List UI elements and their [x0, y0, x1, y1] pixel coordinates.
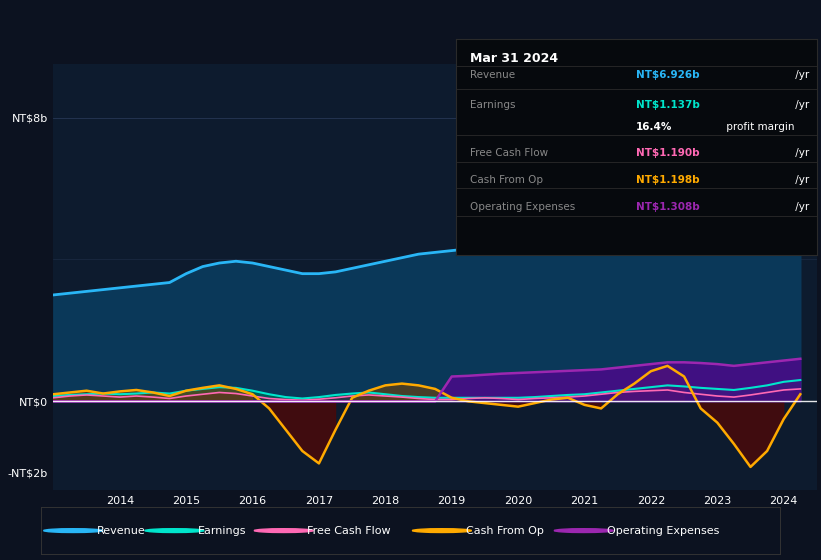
- Text: NT$1.190b: NT$1.190b: [636, 148, 699, 158]
- Text: /yr: /yr: [792, 148, 810, 158]
- Text: Cash From Op: Cash From Op: [470, 175, 544, 185]
- Text: Operating Expenses: Operating Expenses: [608, 526, 720, 535]
- Text: Earnings: Earnings: [470, 100, 516, 110]
- Text: Earnings: Earnings: [198, 526, 246, 535]
- Text: Free Cash Flow: Free Cash Flow: [470, 148, 548, 158]
- Circle shape: [554, 529, 613, 533]
- Text: NT$1.308b: NT$1.308b: [636, 202, 700, 212]
- Text: 16.4%: 16.4%: [636, 122, 672, 132]
- Text: NT$1.198b: NT$1.198b: [636, 175, 699, 185]
- Circle shape: [44, 529, 103, 533]
- Text: profit margin: profit margin: [723, 122, 795, 132]
- Circle shape: [412, 529, 471, 533]
- Text: NT$1.137b: NT$1.137b: [636, 100, 700, 110]
- Text: /yr: /yr: [792, 100, 810, 110]
- Text: Operating Expenses: Operating Expenses: [470, 202, 576, 212]
- Text: NT$6.926b: NT$6.926b: [636, 71, 699, 81]
- Text: Revenue: Revenue: [97, 526, 145, 535]
- Text: Revenue: Revenue: [470, 71, 516, 81]
- Text: /yr: /yr: [792, 71, 810, 81]
- Circle shape: [144, 529, 204, 533]
- Text: Cash From Op: Cash From Op: [466, 526, 544, 535]
- Text: Free Cash Flow: Free Cash Flow: [307, 526, 391, 535]
- Text: /yr: /yr: [792, 202, 810, 212]
- Text: Mar 31 2024: Mar 31 2024: [470, 52, 558, 65]
- Circle shape: [255, 529, 314, 533]
- Text: /yr: /yr: [792, 175, 810, 185]
